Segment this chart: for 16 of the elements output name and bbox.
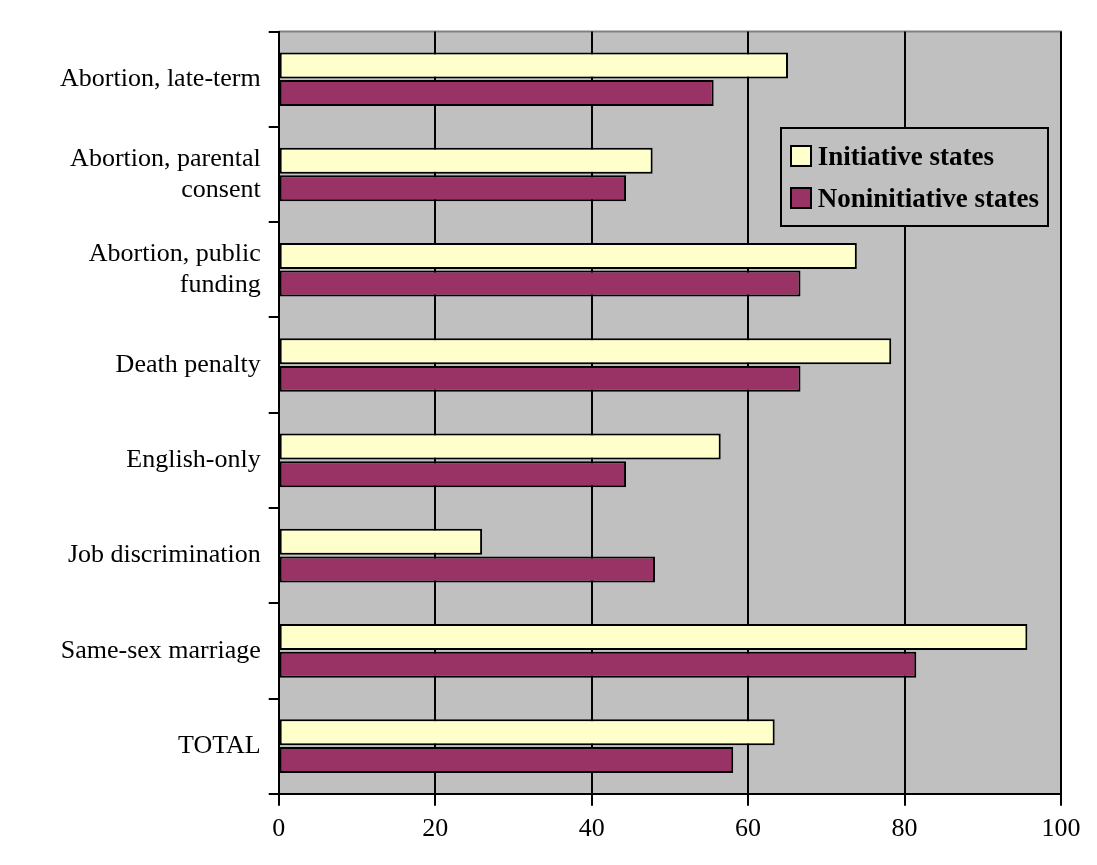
x-tick-label: 80 [891, 813, 918, 843]
y-tick-label: English-only [126, 444, 261, 474]
y-tick-label: Death penalty [115, 348, 261, 378]
y-tick-label: TOTAL [178, 729, 261, 759]
x-tick-label: 40 [578, 813, 605, 843]
x-tick-label: 0 [272, 813, 286, 843]
x-tick-label: 20 [422, 813, 449, 843]
legend-label: Noninitiative states [817, 181, 1039, 215]
legend-label: Initiative states [817, 139, 994, 173]
x-tick-label: 60 [735, 813, 762, 843]
y-tick-label: Abortion, parental consent [70, 142, 262, 203]
y-tick-label: Abortion, late-term [59, 63, 261, 93]
x-tick-label: 100 [1041, 813, 1081, 843]
y-tick-label: Abortion, public funding [88, 238, 261, 299]
y-tick-label: Job discrimination [67, 539, 261, 569]
y-tick-label: Same-sex marriage [60, 634, 261, 664]
